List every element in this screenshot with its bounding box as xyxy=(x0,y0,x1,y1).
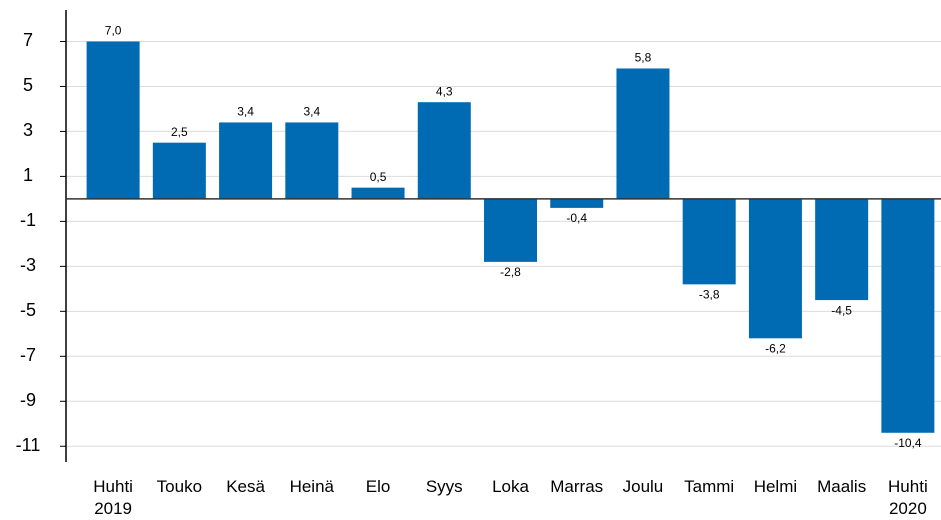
value-label: -3,8 xyxy=(699,288,720,302)
y-tick-label: -11 xyxy=(16,435,41,455)
bar xyxy=(86,41,140,199)
value-label: -2,8 xyxy=(500,265,521,279)
x-tick-label: Touko xyxy=(156,477,203,496)
x-tick-label: Helmi xyxy=(753,477,798,496)
bar xyxy=(285,122,339,199)
y-tick-label: 1 xyxy=(23,165,33,185)
x-tick-label: Heinä xyxy=(289,477,334,496)
bar xyxy=(748,198,802,339)
y-tick-label: -7 xyxy=(20,345,36,365)
y-tick-label: 5 xyxy=(23,75,33,95)
x-tick-label: Loka xyxy=(492,477,529,496)
x-tick-label: Marras xyxy=(550,477,604,496)
y-tick-label: -9 xyxy=(20,390,36,410)
y-tick-label: -1 xyxy=(20,210,36,230)
bar xyxy=(682,198,736,285)
value-label: 5,8 xyxy=(635,51,652,65)
x-tick-label: Huhti 2019 xyxy=(93,477,133,518)
x-tick-label: Joulu xyxy=(622,477,664,496)
value-label: -6,2 xyxy=(765,341,786,355)
y-tick-label: -3 xyxy=(20,255,36,275)
value-label: 4,3 xyxy=(436,84,453,98)
bar xyxy=(815,198,869,301)
x-tick-label: Elo xyxy=(365,477,391,496)
value-label: 7,0 xyxy=(105,24,122,38)
bar xyxy=(484,198,537,262)
bar xyxy=(881,198,935,433)
value-label: -10,4 xyxy=(894,436,922,450)
x-tick-label: Maalis xyxy=(817,477,867,496)
value-label: 0,5 xyxy=(370,170,387,184)
value-label: -4,5 xyxy=(831,303,852,317)
value-label: 3,4 xyxy=(237,105,254,119)
y-tick-label: 3 xyxy=(23,120,33,140)
y-tick-label: 7 xyxy=(23,30,33,50)
value-label: -0,4 xyxy=(566,211,587,225)
bar xyxy=(351,187,405,199)
x-tick-label: Kesä xyxy=(226,477,265,496)
x-tick-label: Huhti 2020 xyxy=(888,477,928,518)
y-tick-label: -5 xyxy=(20,300,36,320)
value-label: 2,5 xyxy=(171,125,188,139)
bar xyxy=(616,68,670,199)
x-tick-label: Syys xyxy=(425,477,463,496)
bar xyxy=(152,142,206,199)
bar xyxy=(550,198,604,208)
x-tick-label: Tammi xyxy=(684,477,735,496)
bar xyxy=(219,122,273,199)
bar xyxy=(417,102,471,199)
value-label: 3,4 xyxy=(303,105,320,119)
